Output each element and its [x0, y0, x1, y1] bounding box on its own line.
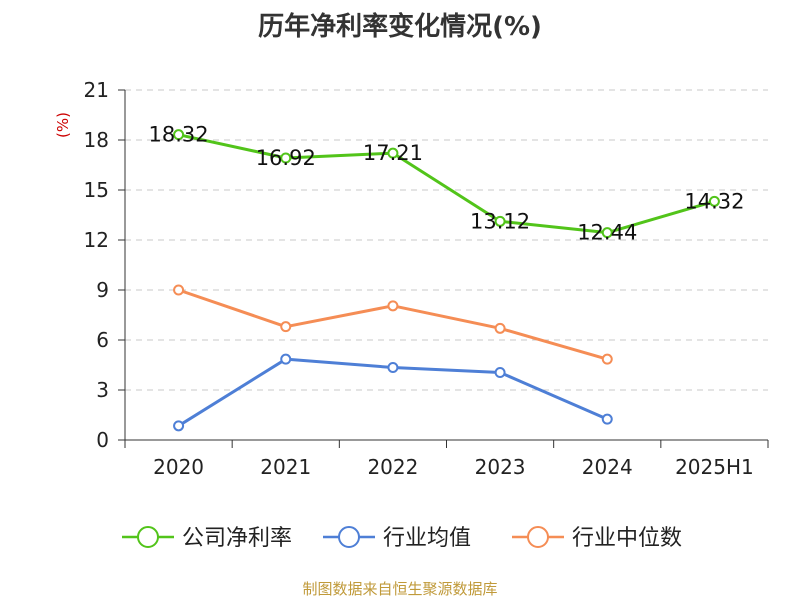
data-point [601, 227, 613, 239]
x-tick-label: 2025H1 [675, 455, 754, 479]
data-source-note: 制图数据来自恒生聚源数据库 [302, 580, 498, 598]
data-label: 12.44 [577, 221, 637, 245]
data-label: 13.12 [470, 209, 530, 233]
data-point [494, 322, 506, 334]
data-point [387, 362, 399, 373]
y-tick-label: 18 [84, 128, 109, 152]
y-axis-unit: (%) [54, 112, 72, 138]
data-label: 14.32 [684, 189, 744, 213]
x-tick-label: 2021 [260, 455, 311, 479]
data-label: 18.32 [149, 123, 209, 147]
legend-item: 行业中位数 [512, 526, 682, 551]
y-tick-label: 15 [84, 178, 109, 202]
x-tick-label: 2024 [582, 455, 633, 479]
data-point [280, 321, 292, 333]
data-point [280, 353, 292, 365]
data-point [387, 147, 399, 159]
legend-label: 公司净利率 [182, 526, 292, 551]
data-point [601, 353, 613, 365]
legend-item: 行业均值 [323, 526, 471, 551]
legend-item: 公司净利率 [122, 526, 292, 551]
data-point [601, 413, 613, 425]
data-point [387, 300, 399, 312]
data-point [173, 129, 185, 141]
data-point [494, 215, 506, 227]
legend-marker [338, 526, 360, 548]
y-tick-label: 21 [84, 78, 109, 102]
data-label: 17.21 [363, 141, 423, 165]
data-point [280, 152, 292, 164]
legend-label: 行业均值 [383, 526, 471, 551]
data-point [708, 195, 720, 207]
data-point [173, 284, 185, 296]
legend-marker [137, 526, 159, 548]
legend-label: 行业中位数 [572, 526, 682, 551]
data-point [173, 420, 185, 432]
data-point [494, 367, 506, 378]
y-tick-label: 9 [96, 278, 109, 302]
y-tick-label: 0 [96, 428, 109, 452]
legend-marker [527, 526, 549, 548]
y-tick-label: 6 [96, 328, 109, 352]
x-tick-label: 2022 [367, 455, 418, 479]
series-line [178, 133, 715, 235]
chart-title: 历年净利率变化情况(%) [258, 12, 542, 42]
x-tick-label: 2023 [475, 455, 526, 479]
y-tick-label: 12 [84, 228, 109, 252]
data-label: 16.92 [256, 146, 316, 170]
x-tick-label: 2020 [153, 455, 204, 479]
y-tick-label: 3 [96, 378, 109, 402]
